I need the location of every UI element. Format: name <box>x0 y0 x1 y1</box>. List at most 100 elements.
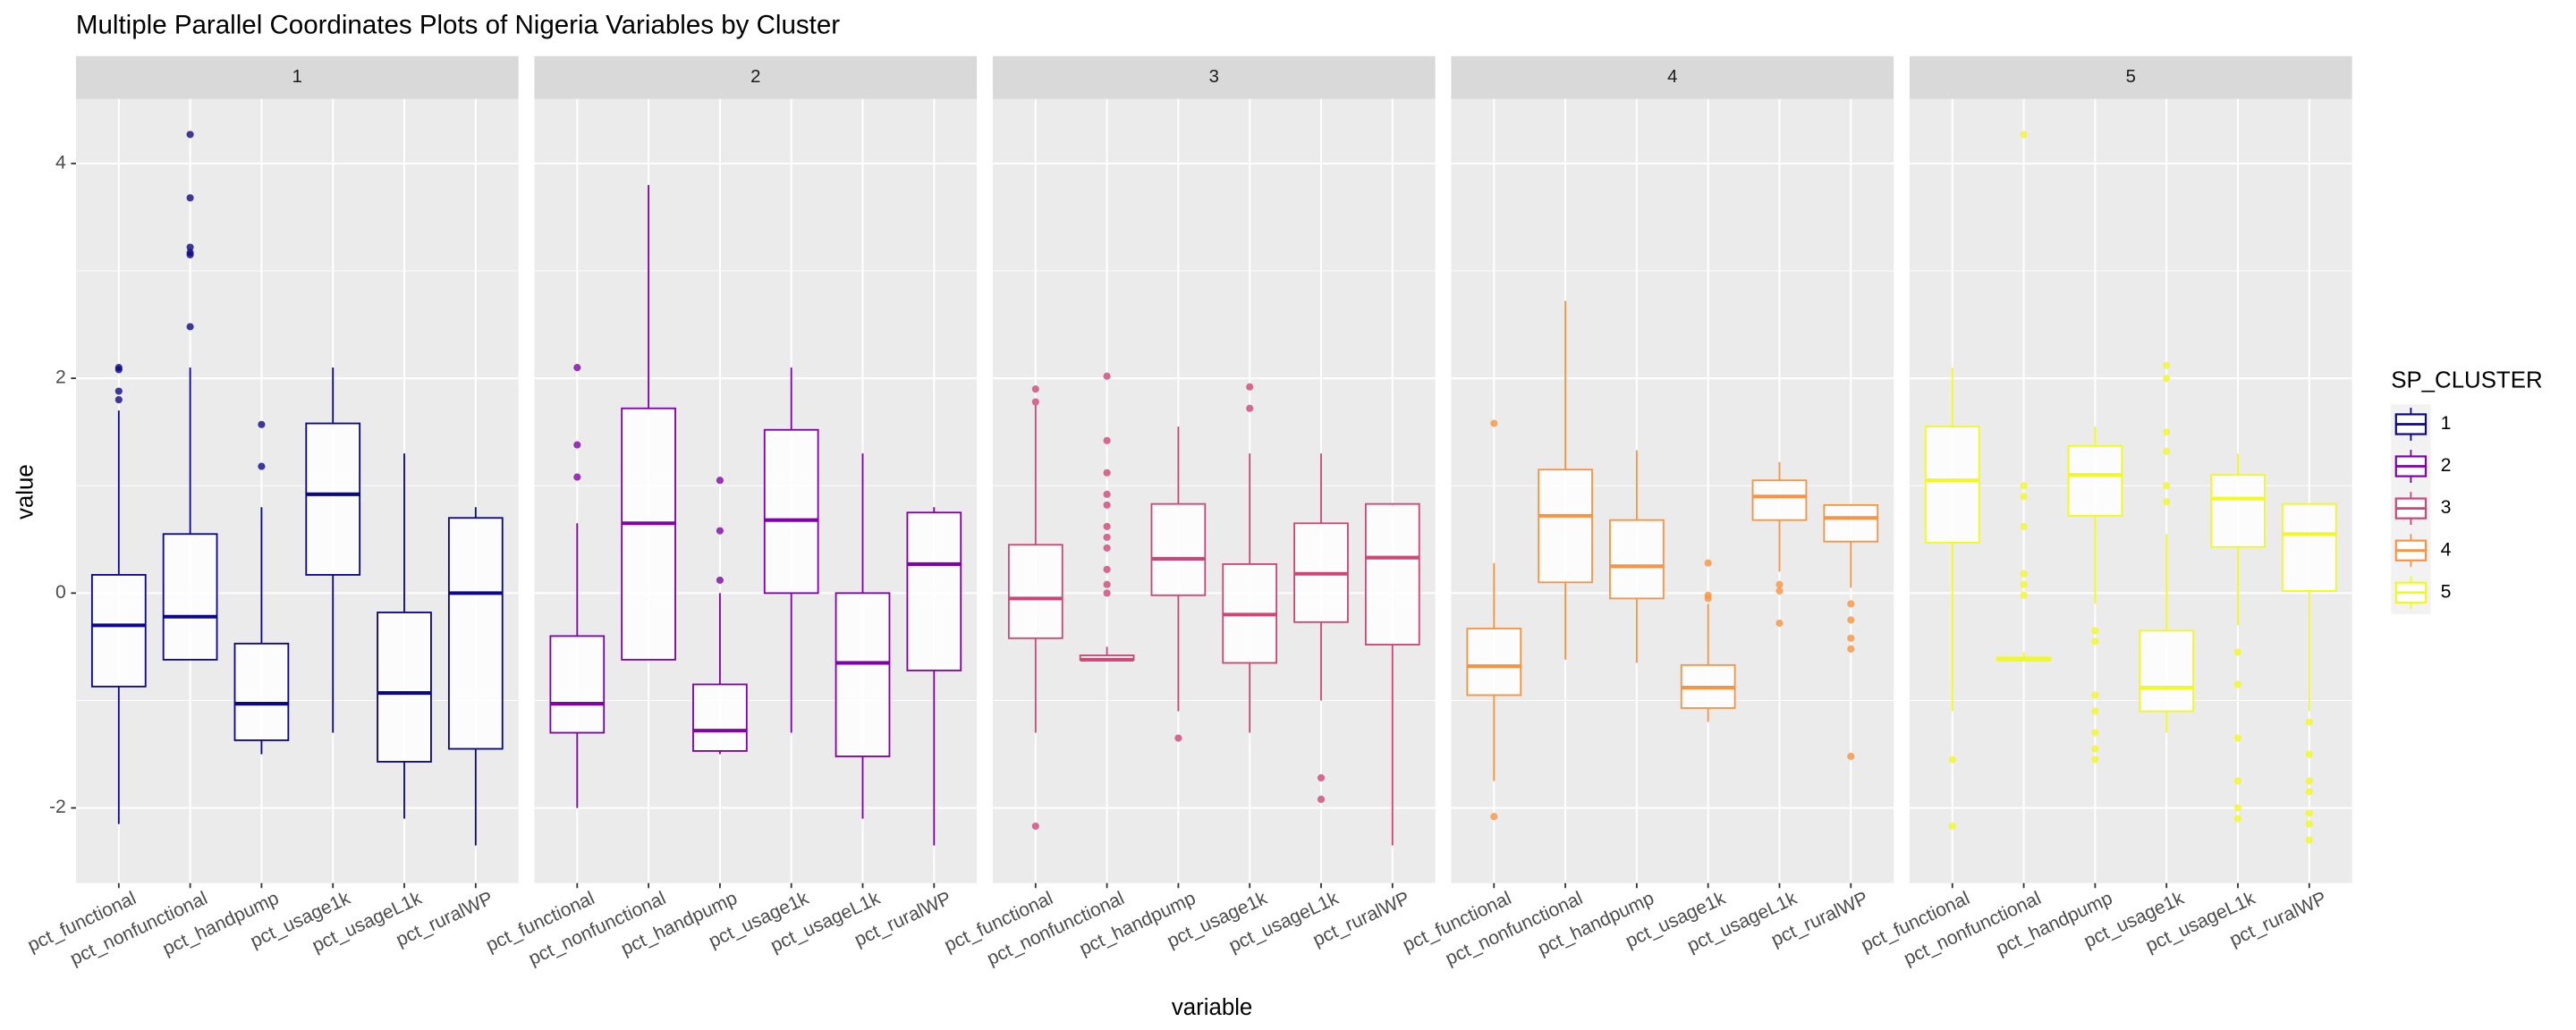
outlier <box>2305 750 2313 758</box>
legend-label: 2 <box>2441 455 2452 476</box>
outlier <box>2091 756 2099 764</box>
outlier <box>2020 570 2028 578</box>
outlier <box>186 194 194 202</box>
outlier <box>114 396 123 404</box>
outlier <box>2091 729 2099 737</box>
strip <box>1909 55 2352 99</box>
legend-label: 4 <box>2441 539 2452 560</box>
outlier <box>2020 522 2028 530</box>
box <box>1538 469 1593 584</box>
box <box>1007 544 1063 639</box>
box <box>2210 474 2266 548</box>
box <box>447 517 504 750</box>
strip-label: 3 <box>1209 67 1219 87</box>
outlier <box>186 250 194 259</box>
outlier <box>716 576 724 584</box>
outlier <box>2020 131 2028 139</box>
outlier <box>716 527 724 535</box>
box <box>1150 502 1207 596</box>
box <box>2067 444 2123 517</box>
box <box>1364 502 1420 646</box>
box <box>2281 502 2337 592</box>
outlier <box>1704 559 1712 567</box>
outlier <box>1246 383 1254 391</box>
box <box>377 612 432 763</box>
outlier <box>2233 815 2242 823</box>
outlier <box>186 243 194 251</box>
outlier <box>2163 447 2171 455</box>
strip <box>1451 55 1894 99</box>
panel-background <box>1451 98 1894 883</box>
outlier <box>1948 756 1956 764</box>
outlier <box>2305 718 2313 726</box>
y-tick-label: 4 <box>55 152 66 173</box>
outlier <box>2020 482 2028 490</box>
outlier <box>186 323 194 331</box>
outlier <box>2163 482 2171 490</box>
cluster-boxes <box>1007 372 1420 846</box>
outlier <box>258 420 266 428</box>
outlier <box>573 441 581 449</box>
strip-label: 4 <box>1667 67 1677 87</box>
strip-label: 5 <box>2126 67 2136 87</box>
box <box>1609 519 1665 600</box>
outlier <box>1948 822 1956 831</box>
outlier <box>1031 398 1039 406</box>
box <box>2139 629 2195 713</box>
outlier <box>1847 616 1855 624</box>
outlier <box>1317 773 1326 782</box>
outlier <box>1103 544 1111 552</box>
cluster-boxes <box>549 184 962 846</box>
legend-title: SP_CLUSTER <box>2391 367 2542 393</box>
y-axis-title: value <box>13 464 38 519</box>
chart-title: Multiple Parallel Coordinates Plots of N… <box>76 10 840 39</box>
outlier <box>1317 795 1326 804</box>
outlier <box>1031 385 1039 393</box>
outlier <box>114 366 123 374</box>
outlier <box>2091 707 2099 715</box>
outlier <box>2233 734 2242 742</box>
outlier <box>1174 734 1182 742</box>
box <box>305 422 361 576</box>
box <box>763 428 819 595</box>
box <box>90 574 147 688</box>
strip-label: 1 <box>292 67 302 87</box>
outlier <box>2305 836 2313 844</box>
box <box>1751 479 1808 521</box>
outlier <box>1847 600 1855 608</box>
box <box>1466 628 1522 697</box>
y-tick-label: 2 <box>55 367 66 388</box>
outlier <box>2091 745 2099 753</box>
legend-label: 3 <box>2441 497 2452 518</box>
outlier <box>2091 627 2099 635</box>
outlier <box>1103 522 1111 530</box>
outlier <box>2233 648 2242 656</box>
outlier <box>2163 361 2171 369</box>
outlier <box>2233 804 2242 812</box>
outlier <box>258 462 266 470</box>
outlier <box>2305 777 2313 785</box>
outlier <box>1847 645 1855 653</box>
box <box>621 407 676 661</box>
outlier <box>1103 533 1111 541</box>
outlier <box>1775 587 1784 595</box>
box <box>835 592 891 757</box>
strip-label: 2 <box>750 67 760 87</box>
outlier <box>2091 691 2099 699</box>
outlier <box>716 477 724 485</box>
outlier <box>186 131 194 139</box>
outlier <box>1775 619 1784 628</box>
strip <box>534 55 978 99</box>
outlier <box>2020 493 2028 501</box>
outlier <box>1490 813 1498 821</box>
outlier <box>573 364 581 372</box>
strip <box>992 55 1436 99</box>
outlier <box>1103 501 1111 509</box>
outlier <box>2163 498 2171 506</box>
outlier <box>1103 469 1111 477</box>
outlier <box>1490 419 1498 427</box>
outlier <box>1246 404 1254 412</box>
cluster-boxes <box>1924 131 2337 844</box>
outlier <box>2020 580 2028 588</box>
